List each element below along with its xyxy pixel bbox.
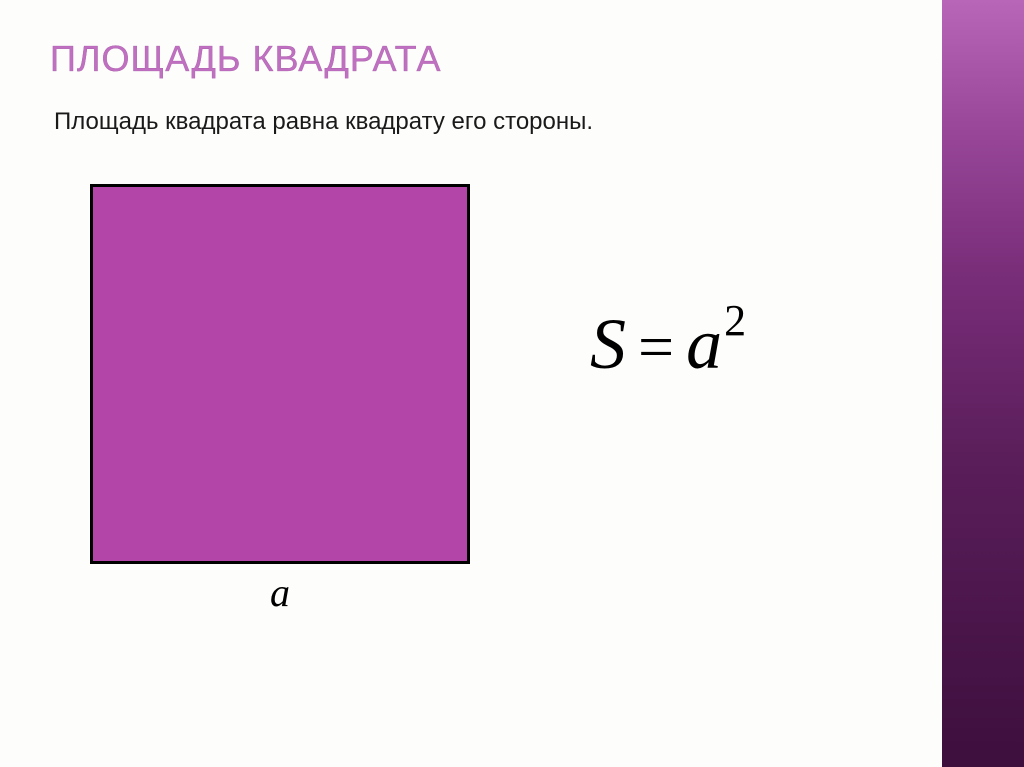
formula-equals: = bbox=[638, 311, 674, 382]
slide-title: ПЛОЩАДЬ КВАДРАТА bbox=[50, 38, 974, 80]
formula-lhs: S bbox=[590, 304, 626, 384]
area-formula: S=a2 bbox=[590, 303, 746, 386]
square-wrapper: a bbox=[90, 184, 470, 564]
slide-subtitle: Площадь квадрата равна квадрату его стор… bbox=[54, 108, 974, 136]
slide-content: ПЛОЩАДЬ КВАДРАТА Площадь квадрата равна … bbox=[0, 0, 1024, 602]
formula-base: a bbox=[686, 304, 722, 384]
side-label: a bbox=[270, 569, 290, 616]
diagram-area: a S=a2 bbox=[90, 184, 974, 564]
formula-exponent: 2 bbox=[724, 296, 746, 345]
decorative-sidebar bbox=[942, 0, 1024, 767]
square-shape bbox=[90, 184, 470, 564]
